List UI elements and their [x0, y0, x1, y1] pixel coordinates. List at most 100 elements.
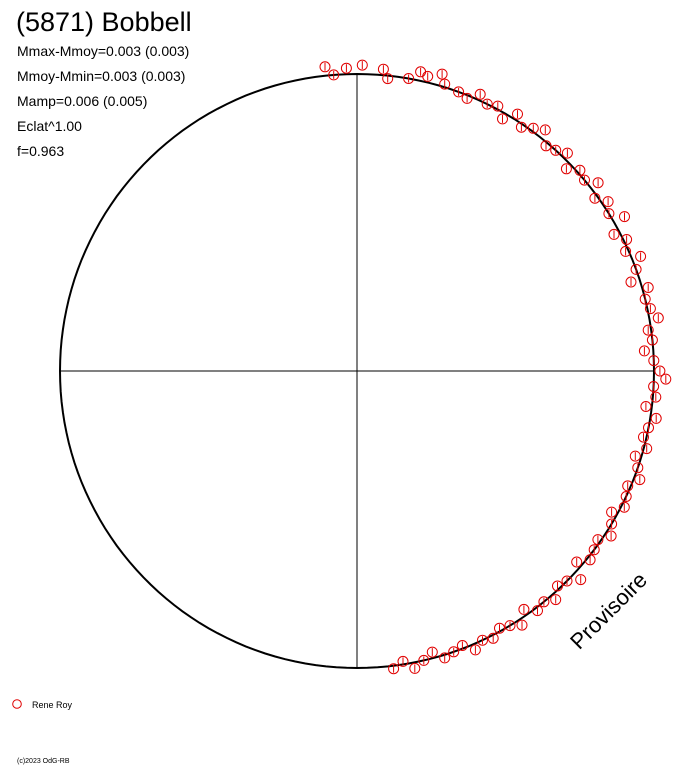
data-point [608, 228, 620, 240]
data-point [634, 474, 646, 486]
stat-mamp: Mamp=0.006 (0.005) [17, 93, 148, 109]
data-point [652, 312, 664, 324]
data-point [621, 234, 633, 245]
data-point [584, 554, 596, 566]
data-point [660, 373, 672, 385]
data-point [469, 644, 481, 656]
data-point [643, 422, 654, 434]
data-point [619, 211, 630, 223]
data-point [592, 177, 604, 189]
data-point [456, 640, 468, 651]
data-point [481, 98, 493, 110]
data-point [625, 276, 637, 288]
data-point [650, 391, 662, 403]
data-point [356, 59, 368, 71]
chart-title: (5871) Bobbell [16, 7, 192, 37]
data-point [492, 100, 504, 112]
data-point [439, 78, 451, 90]
data-point [620, 245, 632, 257]
data-point [494, 622, 505, 634]
data-points [319, 59, 672, 675]
data-point [606, 518, 618, 530]
data-point [561, 147, 573, 159]
data-point [579, 174, 590, 186]
data-point [635, 250, 647, 262]
data-point [377, 63, 389, 75]
data-point [328, 69, 340, 81]
data-point [629, 450, 641, 462]
data-point [422, 70, 434, 82]
data-point [340, 62, 352, 74]
data-point [642, 282, 654, 293]
legend-marker-icon [12, 699, 22, 709]
data-point [638, 431, 649, 443]
data-point [603, 208, 615, 220]
data-point [602, 196, 614, 208]
data-point [436, 68, 448, 80]
data-point [592, 534, 604, 546]
data-point [461, 92, 473, 104]
data-point [560, 163, 572, 175]
data-point [620, 491, 632, 502]
data-point [497, 113, 508, 125]
data-point [552, 580, 563, 592]
data-point [574, 164, 586, 176]
data-point [448, 646, 460, 658]
data-point [540, 140, 552, 152]
data-point [319, 61, 331, 73]
data-point [453, 86, 465, 98]
data-point [642, 324, 654, 336]
data-point [418, 654, 430, 666]
data-point [641, 443, 653, 455]
stat-mmoy-mmin: Mmoy-Mmin=0.003 (0.003) [17, 68, 186, 84]
data-point [638, 345, 650, 357]
stat-f: f=0.963 [17, 143, 65, 159]
data-point [504, 620, 516, 632]
data-point [538, 596, 550, 608]
data-point [474, 88, 486, 100]
data-point [415, 66, 427, 78]
data-point [397, 655, 409, 667]
data-point [640, 401, 652, 412]
data-point [644, 303, 656, 315]
data-point [532, 605, 543, 617]
data-point [515, 121, 527, 133]
data-point [539, 124, 551, 136]
data-point [618, 501, 630, 513]
data-point [648, 381, 660, 392]
data-point [518, 603, 530, 615]
data-point [575, 574, 587, 586]
data-point [630, 263, 642, 275]
data-point [409, 662, 421, 674]
data-point [439, 652, 451, 664]
data-point [650, 412, 662, 424]
data-point [516, 619, 528, 631]
data-point [550, 594, 562, 606]
data-point [382, 73, 394, 85]
data-point [605, 530, 617, 542]
data-point [571, 556, 583, 568]
data-point [632, 462, 644, 474]
data-point [512, 108, 523, 120]
data-point [426, 646, 438, 658]
data-point [561, 575, 573, 587]
data-point [654, 365, 666, 377]
data-point [606, 506, 618, 518]
data-point [589, 192, 601, 204]
stat-eclat: Eclat^1.00 [17, 118, 82, 134]
data-point [403, 73, 415, 84]
data-point [388, 663, 400, 675]
data-point [477, 634, 488, 646]
data-point [622, 480, 634, 492]
copyright-notice: (c)2023 OdG-RB [17, 758, 70, 765]
data-point [487, 632, 499, 644]
legend-label: Rene Roy [32, 700, 73, 710]
data-point [550, 144, 562, 156]
stat-mmax-mmoy: Mmax-Mmoy=0.003 (0.003) [17, 43, 190, 59]
data-point [639, 293, 651, 305]
data-point [527, 122, 539, 134]
data-point [588, 544, 600, 556]
data-point [646, 334, 658, 346]
data-point [648, 355, 660, 367]
